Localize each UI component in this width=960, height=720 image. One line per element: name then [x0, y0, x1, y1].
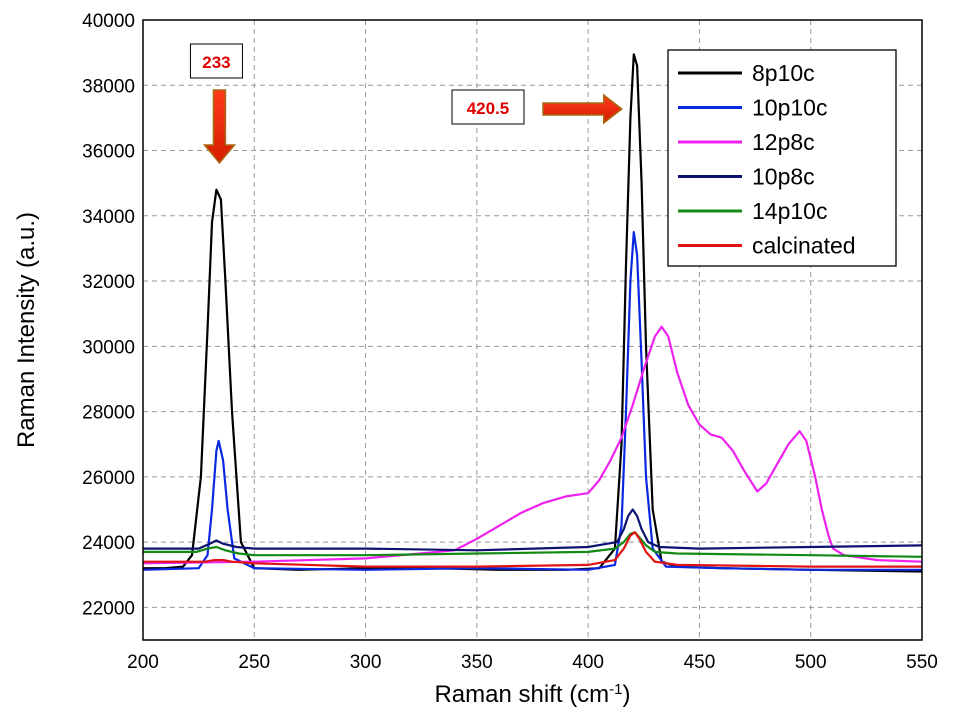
annotation-label-233: 233: [202, 53, 230, 72]
legend-box: [667, 49, 897, 267]
series-layer: [143, 53, 922, 573]
legend: 8p10c 10p10c 12p8c 10p8c 14p10c calcinated: [667, 49, 897, 267]
annotation-arrow-right: [542, 93, 623, 125]
series-line-14p10c: [143, 531, 922, 558]
x-tick-label: 500: [795, 652, 827, 673]
annotation-box-233: [189, 43, 243, 79]
plot-frame: [142, 19, 923, 641]
y-tick-label: 22000: [82, 598, 135, 619]
annotation-label-420-5: 420.5: [467, 99, 510, 118]
series-line-calcinated: [143, 531, 922, 568]
x-tick-label: 250: [238, 652, 270, 673]
legend-label-calcinated: calcinated: [752, 233, 856, 259]
tick-labels: 200 250 300 350 400 450 500 550 22000 24000 26000 2…: [82, 11, 938, 673]
series-line-10p8c: [143, 508, 922, 552]
y-tick-label: 36000: [82, 142, 135, 163]
legend-label-8p10c: 8p10c: [752, 60, 815, 86]
y-tick-label: 40000: [82, 11, 135, 32]
y-tick-label: 28000: [82, 403, 135, 424]
x-tick-label: 300: [350, 652, 382, 673]
legend-label-14p10c: 14p10c: [752, 198, 827, 224]
annotation-arrow-down: [202, 89, 237, 165]
series-line-8p10c: [143, 53, 922, 573]
y-tick-label: 32000: [82, 272, 135, 293]
annotations: 233 420.5: [189, 43, 623, 165]
legend-label-10p8c: 10p8c: [752, 164, 815, 190]
x-tick-label: 400: [572, 652, 604, 673]
x-axis-title: Raman shift (cm-1): [434, 681, 630, 709]
legend-label-12p8c: 12p8c: [752, 129, 815, 155]
series-line-12p8c: [143, 325, 922, 565]
x-tick-label: 200: [127, 652, 159, 673]
y-tick-label: 26000: [82, 468, 135, 489]
x-tick-label: 450: [684, 652, 716, 673]
y-tick-label: 30000: [82, 337, 135, 358]
x-tick-label: 550: [906, 652, 938, 673]
y-tick-label: 24000: [82, 533, 135, 554]
x-tick-label: 350: [461, 652, 493, 673]
annotation-box-420-5: [451, 89, 525, 125]
y-tick-label: 34000: [82, 207, 135, 228]
y-tick-label: 38000: [82, 76, 135, 97]
legend-label-10p10c: 10p10c: [752, 95, 827, 121]
y-axis-title: Raman Intensity (a.u.): [13, 212, 40, 448]
series-line-10p10c: [143, 231, 922, 571]
